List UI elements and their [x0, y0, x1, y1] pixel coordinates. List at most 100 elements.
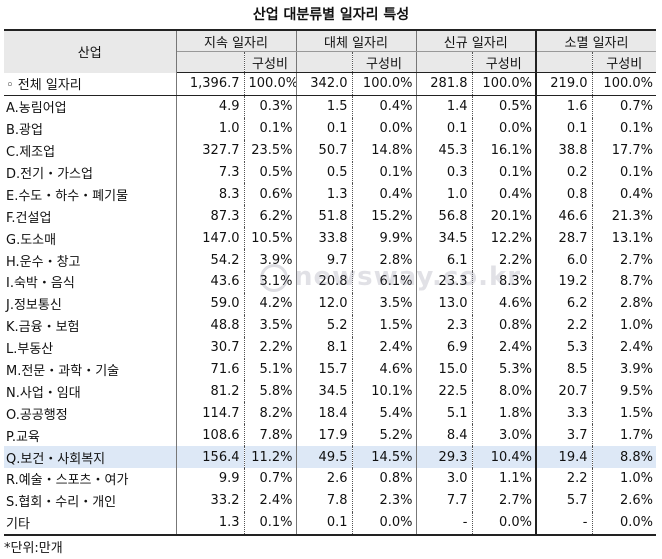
value-cell: 0.2: [566, 165, 588, 180]
table-row: O.공공행정 114.7 8.2% 18.4 5.4% 5.1 1.8% 3.3 1.5%: [4, 402, 656, 425]
value-cell: 0.3: [446, 165, 468, 180]
industry-cell: 기타: [4, 511, 177, 536]
value-cell: 8.4: [446, 427, 468, 443]
value-cell: 30.7: [210, 340, 240, 356]
share-cell: 2.4%: [351, 336, 417, 359]
value-cell: 1.3: [176, 511, 244, 536]
share-cell: 5.3%: [471, 358, 537, 381]
header-row-sub: 구성비 구성비 구성비 구성비: [4, 51, 656, 73]
share-cell: 8.0%: [471, 380, 537, 403]
share-cell: 14.8%: [351, 139, 417, 162]
value-cell: 6.2: [566, 296, 588, 312]
share-cell: 2.3%: [351, 489, 417, 512]
share-cell: 0.8%: [471, 314, 537, 337]
value-cell: 15.7: [318, 362, 348, 378]
value-cell: -: [536, 511, 592, 536]
share-cell: 8.7%: [591, 271, 656, 293]
share-cell: 2.4%: [471, 336, 537, 359]
share-cell: 2.2%: [243, 336, 297, 359]
industry-cell: E.수도・하수・폐기물: [4, 183, 177, 206]
share-cell: 0.0%: [471, 511, 537, 536]
value-cell: 38.8: [558, 143, 588, 159]
value-cell: 7.7: [446, 493, 468, 509]
share-cell: 4.6%: [471, 292, 537, 315]
share-cell: 0.3%: [243, 95, 297, 118]
value-cell: 17.9: [318, 427, 348, 443]
table-row: N.사업・임대 81.2 5.8% 34.5 10.1% 22.5 8.0% 20.7 9.5%: [4, 380, 656, 403]
share-cell: 3.9%: [243, 249, 297, 272]
table-row: C.제조업 327.7 23.5% 50.7 14.8% 45.3 16.1% 38.8 17.…: [4, 139, 656, 162]
value-cell: 48.8: [210, 318, 240, 334]
value-cell: 8.1: [326, 340, 348, 356]
industry-cell: Q.보건・사회복지: [4, 446, 177, 469]
sub-header-value: [176, 51, 244, 73]
table-row: S.협회・수리・개인 33.2 2.4% 7.8 2.3% 7.7 2.7% 5.7 2.6%: [4, 489, 656, 512]
value-cell: 6.0: [566, 252, 588, 268]
value-cell: 327.7: [202, 143, 240, 159]
industry-cell: C.제조업: [4, 139, 177, 162]
share-cell: 100.0%: [351, 72, 417, 96]
value-cell: 56.8: [438, 208, 468, 224]
share-cell: 3.9%: [591, 358, 656, 381]
value-cell: 9.7: [326, 252, 348, 268]
share-cell: 0.4%: [471, 183, 537, 206]
share-cell: 2.7%: [591, 249, 656, 272]
share-cell: 2.4%: [243, 489, 297, 512]
share-cell: 0.1%: [243, 511, 297, 536]
share-cell: 6.1%: [351, 271, 417, 293]
value-cell: 5.3: [566, 340, 588, 356]
share-cell: 0.1%: [591, 117, 656, 140]
share-cell: 9.9%: [351, 227, 417, 250]
industry-cell: A.농림어업: [4, 95, 177, 118]
share-cell: 1.5%: [591, 402, 656, 425]
share-cell: 0.7%: [243, 468, 297, 490]
share-cell: 0.7%: [591, 95, 656, 118]
value-cell: 7.8: [326, 493, 348, 509]
value-cell: 1.4: [446, 99, 468, 115]
value-cell: 5.1: [446, 405, 468, 421]
share-cell: 14.5%: [351, 446, 417, 469]
value-cell: 4.9: [218, 99, 240, 115]
share-cell: 2.8%: [351, 249, 417, 272]
value-cell: 2.2: [566, 471, 588, 487]
share-cell: 23.5%: [243, 139, 297, 162]
value-cell: 9.9: [218, 471, 240, 487]
industry-cell: D.전기・가스업: [4, 161, 177, 184]
table-row: D.전기・가스업 7.3 0.5% 0.5 0.1% 0.3 0.1% 0.2 0.1%: [4, 161, 656, 184]
value-cell: 19.4: [536, 446, 592, 469]
total-row: ◦ 전체 일자리 1,396.7 100.0% 342.0 100.0% 281.8 100…: [4, 72, 656, 96]
table-row: E.수도・하수・폐기물 8.3 0.6% 1.3 0.4% 1.0 0.4% 0.8 0.4%: [4, 183, 656, 206]
industry-header: 산업: [4, 29, 177, 73]
value-cell: 20.8: [318, 274, 348, 290]
value-cell: 147.0: [202, 230, 240, 246]
share-cell: 1.7%: [591, 424, 656, 447]
industry-jobs-table: 산업 지속 일자리 대체 일자리 신규 일자리 소멸 일자리 구성비 구성비 구…: [4, 29, 656, 536]
value-cell: 81.2: [210, 383, 240, 399]
group-header-new: 신규 일자리: [416, 29, 537, 52]
share-header: 구성비: [591, 51, 656, 73]
value-cell: 0.1: [326, 121, 348, 137]
share-cell: 1.0%: [591, 468, 656, 490]
value-cell: 19.2: [558, 274, 588, 290]
share-cell: 10.5%: [243, 227, 297, 250]
share-cell: 1.0%: [591, 314, 656, 337]
value-cell: 87.3: [210, 208, 240, 224]
industry-cell: ◦ 전체 일자리: [4, 72, 177, 96]
value-cell: 1,396.7: [176, 72, 244, 96]
value-cell: 156.4: [176, 446, 244, 469]
share-cell: 2.7%: [471, 489, 537, 512]
share-cell: 5.4%: [351, 402, 417, 425]
value-cell: 1.3: [326, 186, 348, 202]
value-cell: 18.4: [318, 405, 348, 421]
value-cell: 13.0: [438, 296, 468, 312]
value-cell: 46.6: [558, 208, 588, 224]
share-cell: 0.4%: [351, 183, 417, 206]
unit-note: *단위:만개: [4, 541, 63, 556]
value-cell: 59.0: [210, 296, 240, 312]
value-cell: 219.0: [536, 72, 592, 96]
share-cell: 3.0%: [471, 424, 537, 447]
share-cell: 100.0%: [243, 72, 297, 96]
value-cell: 6.1: [446, 252, 468, 268]
value-cell: 0.1: [296, 511, 352, 536]
share-cell: 100.0%: [591, 72, 656, 96]
